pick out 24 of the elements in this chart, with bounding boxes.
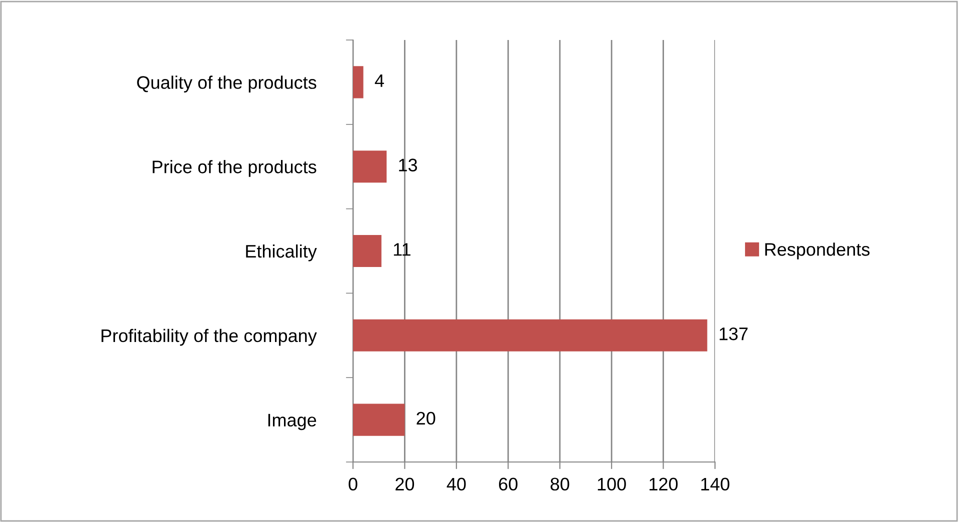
y-tick-label: Image [268,414,316,430]
x-tick-label: 0 [348,478,358,491]
x-tick-label: 60 [499,478,518,491]
data-label: 13 [399,158,418,172]
x-tick-label: 80 [550,478,570,491]
x-tick-label: 20 [396,478,414,491]
data-label: 11 [394,243,410,256]
bar [353,150,387,183]
x-tick-label: 100 [598,478,626,491]
legend-label: Respondents [765,242,870,260]
data-label: 20 [416,412,436,425]
bar [353,319,708,352]
bar [353,404,405,436]
data-label: 137 [720,327,748,340]
y-tick-label: Ethicality [246,244,317,262]
x-tick-label: 120 [650,478,678,491]
y-tick-label: Price of the products [152,160,316,177]
y-tick-label: Quality of the products [137,76,316,92]
bar [353,234,382,268]
data-label: 4 [374,74,384,87]
x-tick-label: 140 [701,478,730,491]
bar [353,66,364,98]
y-tick-label: Profitability of the company [102,328,317,346]
x-tick-label: 40 [446,478,466,491]
